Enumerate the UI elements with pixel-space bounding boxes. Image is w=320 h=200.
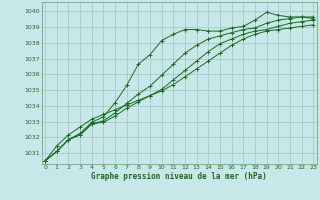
X-axis label: Graphe pression niveau de la mer (hPa): Graphe pression niveau de la mer (hPa) <box>91 172 267 181</box>
